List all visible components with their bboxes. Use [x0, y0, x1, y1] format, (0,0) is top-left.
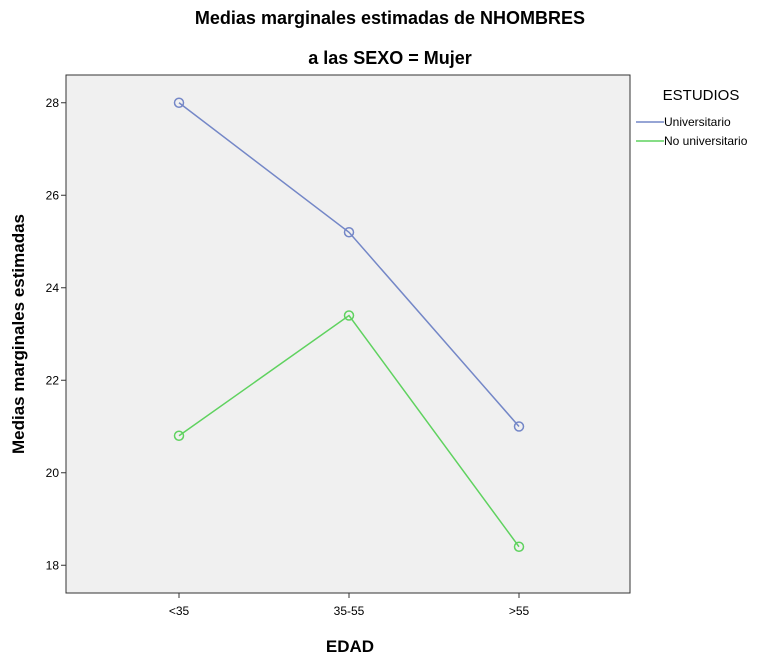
legend-label: Universitario: [664, 115, 731, 129]
legend-label: No universitario: [664, 134, 748, 148]
x-axis-title: EDAD: [326, 637, 374, 655]
data-point: [343, 310, 355, 321]
y-tick-label: 22: [46, 373, 60, 387]
data-point: [173, 97, 185, 108]
y-tick-label: 20: [46, 466, 60, 480]
legend-title: ESTUDIOS: [663, 87, 740, 104]
y-tick-label: 26: [46, 188, 60, 202]
y-axis-title: Medias marginales estimadas: [9, 214, 28, 454]
x-tick-label: <35: [169, 604, 190, 618]
y-tick-label: 28: [46, 96, 60, 110]
x-tick-label: >55: [509, 604, 530, 618]
plot-area: [65, 74, 631, 594]
chart-subtitle: a las SEXO = Mujer: [308, 48, 472, 68]
y-tick-label: 24: [46, 281, 60, 295]
legend: ESTUDIOS Universitario No universitario: [636, 87, 748, 148]
x-tick-label: 35-55: [334, 604, 365, 618]
data-point: [173, 430, 185, 441]
series-line-1: [178, 314, 520, 548]
data-point: [513, 421, 525, 432]
data-point: [343, 227, 355, 238]
series-layer: [173, 97, 525, 552]
data-point: [513, 541, 525, 552]
x-axis: <35 35-55 >55: [169, 593, 530, 618]
y-axis: 18 20 22 24 26 28: [46, 96, 66, 572]
chart-title: Medias marginales estimadas de NHOMBRES: [194, 8, 586, 28]
series-line-0: [178, 102, 520, 427]
y-tick-label: 18: [46, 558, 60, 572]
